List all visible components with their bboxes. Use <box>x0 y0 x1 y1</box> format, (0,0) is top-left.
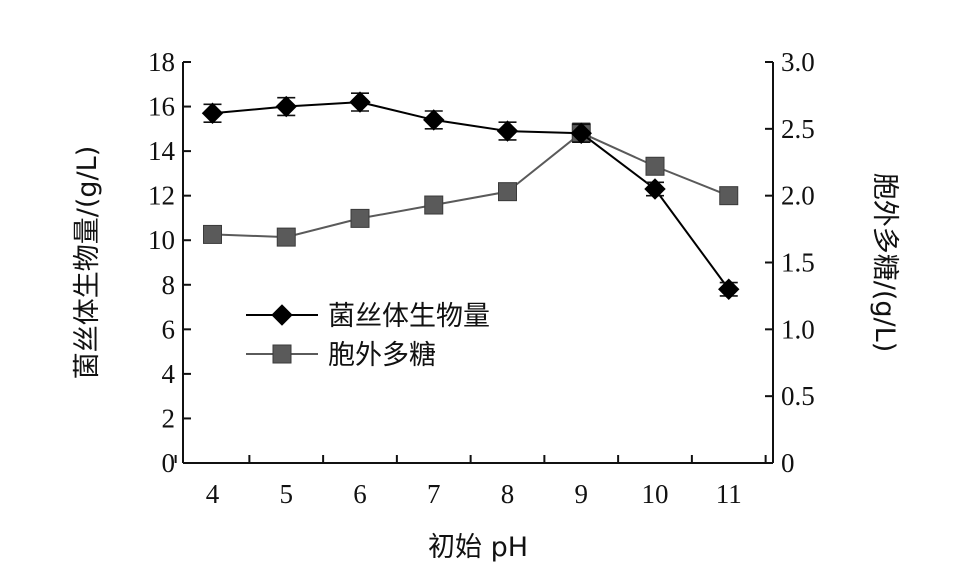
y-right-tick-label: 2.5 <box>781 114 815 144</box>
y-left-tick-label: 12 <box>148 181 175 211</box>
legend-marker <box>271 304 293 326</box>
x-axis-title: 初始 pH <box>428 532 528 563</box>
data-point <box>349 91 371 113</box>
y-right-tick-label: 2.0 <box>781 181 815 211</box>
y-axis-left-title: 菌丝体生物量/(g/L) <box>72 146 103 379</box>
series-line <box>212 101 730 290</box>
y-left-tick-label: 4 <box>162 359 176 389</box>
x-tick-label: 10 <box>642 479 669 509</box>
legend-label: 胞外多糖 <box>328 340 436 371</box>
x-tick-label: 9 <box>575 479 589 509</box>
y-right-tick-label: 1.5 <box>781 248 815 278</box>
series-line <box>212 131 730 239</box>
y-left-tick-label: 14 <box>148 136 176 166</box>
data-point <box>719 186 739 206</box>
axes: 0 2 4 6 8 10 12 14 16 18 0 0.5 1.0 1.5 2.0 2.5 3.0 4 5 6 7 8 9… <box>148 47 815 509</box>
x-tick-label: 4 <box>206 479 220 509</box>
y-axis-right-title: 胞外多糖/(g/L) <box>869 173 900 352</box>
x-tick-label: 11 <box>716 479 742 509</box>
y-left-tick-label: 8 <box>162 270 176 300</box>
y-left-tick-label: 0 <box>162 448 176 478</box>
y-right-tick-label: 0.5 <box>781 381 815 411</box>
legend-label: 菌丝体生物量 <box>328 301 490 332</box>
data-point <box>350 208 370 228</box>
y-left-tick-label: 10 <box>148 225 175 255</box>
x-tick-label: 8 <box>501 479 515 509</box>
data-point <box>275 95 297 118</box>
data-point <box>644 178 666 200</box>
y-left-tick-label: 16 <box>148 92 175 122</box>
y-right-tick-label: 0 <box>781 448 795 478</box>
data-point <box>424 195 444 215</box>
data-point <box>645 156 665 176</box>
y-left-tick-label: 18 <box>148 47 175 77</box>
data-point <box>201 102 224 124</box>
data-point <box>496 120 519 142</box>
data-point <box>498 182 517 202</box>
y-right-tick-label: 1.0 <box>781 314 815 344</box>
x-tick-label: 7 <box>427 479 441 509</box>
y-right-tick-label: 3.0 <box>781 47 815 77</box>
data-point <box>570 122 592 144</box>
legend-marker <box>272 344 292 364</box>
data-point <box>276 227 296 247</box>
series-layer <box>201 91 740 300</box>
series-biomass <box>201 91 740 300</box>
data-point <box>203 224 222 244</box>
data-point <box>718 278 740 300</box>
x-tick-label: 5 <box>280 479 294 509</box>
x-tick-label: 6 <box>353 479 367 509</box>
y-left-tick-label: 2 <box>162 403 176 433</box>
y-left-tick-label: 6 <box>162 314 176 344</box>
data-point <box>423 109 445 131</box>
